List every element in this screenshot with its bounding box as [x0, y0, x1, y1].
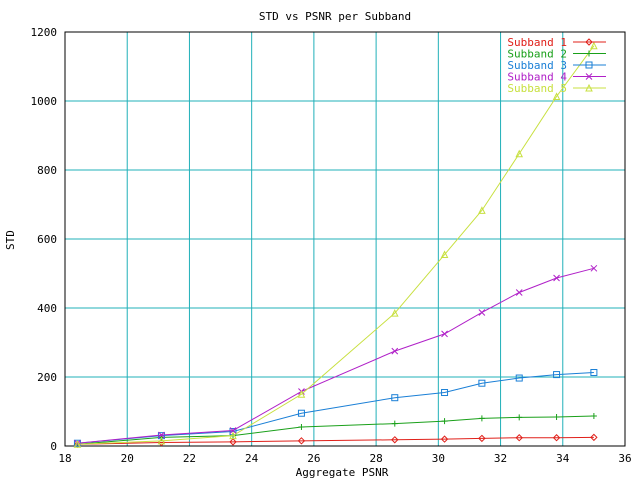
data-point-marker [585, 38, 593, 46]
data-point-marker [585, 83, 593, 92]
y-tick-label: 800 [37, 164, 57, 177]
data-point-marker [478, 206, 486, 214]
data-point-marker [157, 436, 166, 445]
y-tick-label: 1000 [31, 95, 58, 108]
data-point-marker [585, 61, 593, 69]
data-point-marker [391, 436, 399, 444]
y-tick-label: 600 [37, 233, 57, 246]
chart-title: STD vs PSNR per Subband [259, 10, 411, 23]
data-point-marker [553, 414, 560, 421]
data-point-marker [440, 435, 449, 443]
series-4 [74, 264, 598, 447]
data-point-marker [73, 440, 82, 448]
legend-label: Subband 1 [507, 36, 567, 49]
axis-ticks: 18 20 22 24 26 28 30 32 34 36 0 200 400 600 800 1000 120… [31, 26, 632, 465]
legend-label: Subband 2 [507, 48, 567, 61]
data-point-marker [552, 434, 561, 442]
plot-frame [64, 31, 626, 447]
data-point-marker [585, 73, 593, 80]
data-point-marker [515, 434, 523, 442]
grid [65, 32, 625, 446]
y-tick-label: 1200 [31, 26, 58, 39]
data-point-marker [390, 309, 399, 317]
series-line [77, 45, 595, 445]
x-tick-label: 26 [307, 452, 320, 465]
series-5 [73, 41, 598, 448]
data-point-marker [441, 330, 448, 338]
data-point-marker [297, 437, 306, 445]
data-point-marker [478, 434, 486, 443]
x-tick-label: 30 [432, 452, 445, 465]
legend-label: Subband 4 [507, 71, 567, 84]
x-tick-label: 18 [58, 452, 71, 465]
data-point-marker [229, 438, 237, 446]
legend-label: Subband 5 [507, 82, 567, 95]
data-point-marker [590, 412, 597, 419]
x-tick-label: 34 [556, 452, 570, 465]
series-line [77, 415, 594, 445]
data-point-marker [158, 431, 165, 439]
series-lines [73, 41, 598, 448]
data-point-marker [552, 92, 561, 101]
y-tick-label: 200 [37, 371, 57, 384]
data-point-marker [229, 431, 237, 440]
data-point-marker [391, 394, 399, 402]
data-point-marker [297, 390, 306, 398]
x-axis-label: Aggregate PSNR [296, 466, 389, 479]
data-point-marker [297, 409, 305, 417]
series-line [77, 436, 594, 445]
series-line [77, 372, 594, 444]
data-point-marker [478, 379, 486, 387]
data-point-marker [229, 427, 237, 434]
data-point-marker [441, 418, 448, 425]
data-point-marker [515, 149, 524, 158]
x-tick-label: 24 [245, 452, 259, 465]
data-point-marker [590, 264, 598, 272]
data-point-marker [590, 41, 598, 50]
data-point-marker [553, 371, 561, 379]
data-point-marker [391, 420, 398, 427]
x-tick-label: 22 [183, 452, 196, 465]
data-point-marker [515, 289, 523, 296]
data-point-marker [586, 50, 592, 57]
data-point-marker [590, 433, 598, 442]
data-point-marker [590, 369, 598, 377]
data-point-marker [478, 415, 485, 422]
y-tick-label: 0 [50, 440, 57, 453]
data-point-marker [553, 274, 560, 282]
x-tick-label: 28 [369, 452, 382, 465]
x-tick-label: 36 [618, 452, 631, 465]
data-point-marker [298, 424, 305, 431]
x-tick-label: 20 [121, 452, 134, 465]
data-point-marker [440, 250, 449, 259]
data-point-marker [441, 389, 449, 397]
data-point-marker [229, 428, 237, 436]
x-tick-label: 32 [494, 452, 507, 465]
legend-label: Subband 3 [507, 59, 567, 72]
data-point-marker [391, 347, 399, 355]
series-3 [73, 369, 598, 447]
series-line [77, 267, 595, 444]
data-point-marker [515, 374, 523, 382]
y-axis-label: STD [4, 230, 17, 250]
y-tick-label: 400 [37, 302, 57, 315]
data-point-marker [478, 309, 486, 316]
data-point-marker [516, 414, 523, 421]
